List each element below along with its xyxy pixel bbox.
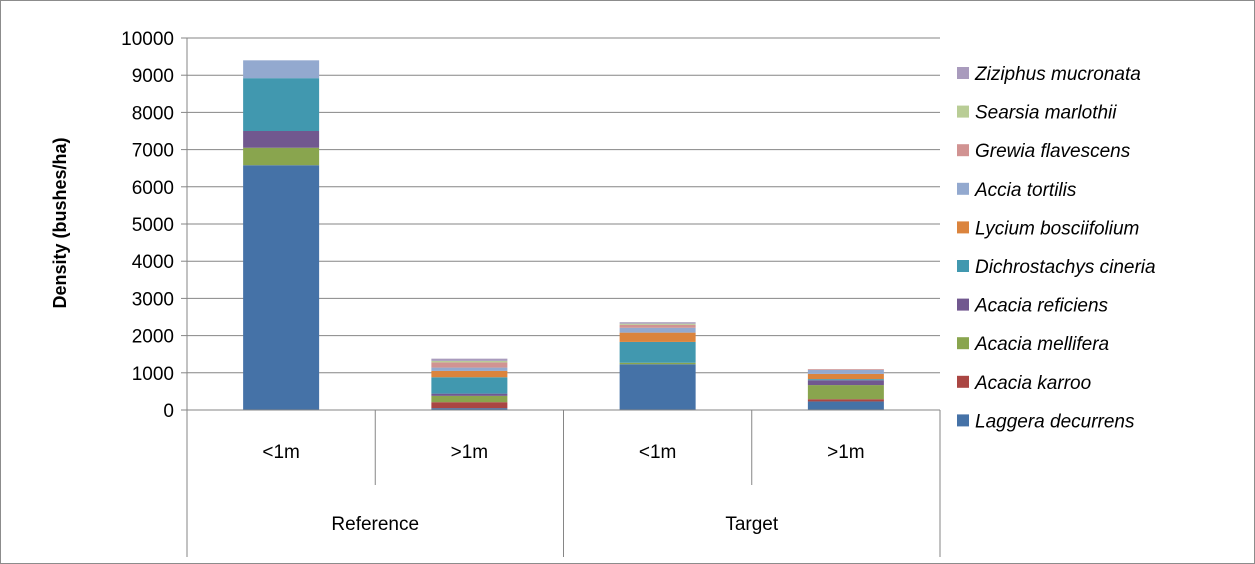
y-tick-label: 6000 <box>132 178 174 199</box>
bar-segment <box>619 332 696 342</box>
legend-label: Acacia karroo <box>974 373 1091 394</box>
x-tick-label: >1m <box>451 442 489 463</box>
x-axis: <1m >1m <1m >1m Reference Target <box>186 409 941 557</box>
legend-label: Accia tortilis <box>974 180 1077 201</box>
y-tick-label: 8000 <box>132 103 174 124</box>
legend-swatch <box>957 337 969 350</box>
legend-swatch <box>957 144 969 157</box>
bar-segment <box>807 373 884 380</box>
bar-segment <box>431 362 508 368</box>
bar-segment <box>807 369 884 374</box>
bar-segment <box>431 367 508 371</box>
legend-swatch <box>957 260 969 272</box>
x-tick-label: <1m <box>262 442 300 463</box>
bar-segment <box>807 369 884 370</box>
bar-segment <box>431 393 508 396</box>
y-tick-label: 3000 <box>132 289 174 310</box>
legend-swatch <box>957 182 969 195</box>
y-tick-label: 2000 <box>132 327 174 348</box>
legend-swatch <box>957 375 969 388</box>
legend-label: Acacia reficiens <box>974 296 1109 317</box>
bar-segment <box>619 327 696 333</box>
legend-label: Laggera decurrens <box>975 411 1135 432</box>
y-tick-label: 10000 <box>121 29 174 50</box>
group-label: Reference <box>331 514 419 535</box>
legend-label: Searsia marlothii <box>975 103 1117 124</box>
bar-segment <box>431 360 508 363</box>
y-tick-label: 4000 <box>132 252 174 273</box>
bar-segment <box>807 379 884 381</box>
bar-segment <box>431 408 508 410</box>
y-axis-ticks: 0 1000 2000 3000 4000 5000 6000 7000 8000 9000 100… <box>121 29 188 422</box>
bar-segment <box>431 358 508 361</box>
bars <box>243 60 884 410</box>
bar-segment <box>807 401 884 410</box>
bar-segment <box>431 377 508 394</box>
bar-segment <box>619 364 696 410</box>
legend-swatch <box>957 221 969 234</box>
legend-label: Grewia flavescens <box>975 141 1131 162</box>
bar-segment <box>619 322 696 324</box>
legend-swatch <box>957 298 969 311</box>
y-axis-label: Density (bushes/ha) <box>50 137 70 308</box>
bar-segment <box>619 324 696 328</box>
bar-segment <box>619 323 696 325</box>
legend-swatch <box>957 105 969 118</box>
bar-segment <box>243 60 320 79</box>
x-tick-label: <1m <box>639 442 677 463</box>
bar-segment <box>431 395 508 403</box>
y-tick-label: 1000 <box>132 364 174 385</box>
legend-label: Acacia mellifera <box>974 334 1109 355</box>
bar-segment <box>807 380 884 386</box>
legend-label: Dichrostachys cineria <box>975 257 1156 278</box>
legend-swatch <box>957 67 969 79</box>
bar-segment <box>243 131 320 148</box>
y-tick-label: 5000 <box>132 215 174 236</box>
legend: Ziziphus mucronata Searsia marlothii Grewi… <box>957 64 1156 432</box>
x-tick-label: >1m <box>827 442 865 463</box>
legend-label: Lycium bosciifolium <box>975 218 1139 239</box>
bar-segment <box>619 362 696 365</box>
legend-label: Ziziphus mucronata <box>974 64 1141 85</box>
bar-segment <box>807 399 884 402</box>
y-tick-label: 0 <box>163 401 174 422</box>
bar-segment <box>619 341 696 363</box>
legend-swatch <box>957 414 969 427</box>
bar-segment <box>431 402 508 409</box>
y-tick-label: 9000 <box>132 66 174 87</box>
bar-segment <box>243 165 320 410</box>
bar-segment <box>431 370 508 378</box>
bar-segment <box>807 385 884 400</box>
bar-segment <box>243 147 320 166</box>
group-label: Target <box>725 514 779 535</box>
bar-segment <box>243 78 320 131</box>
y-tick-label: 7000 <box>132 141 174 162</box>
